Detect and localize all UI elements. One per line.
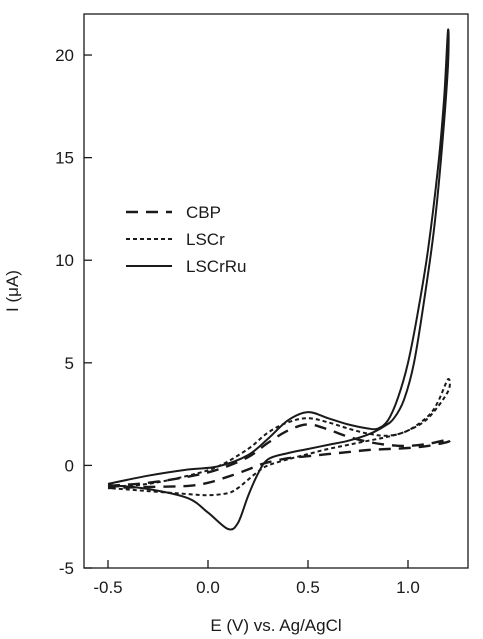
legend-label-lscrru: LSCrRu (186, 257, 246, 276)
series-line-lscr (107, 377, 451, 497)
x-tick-label: 0.5 (296, 578, 320, 597)
series-layer (107, 28, 452, 531)
y-tick-label: 0 (65, 456, 74, 475)
y-tick-label: -5 (59, 559, 74, 578)
y-axis-title: I (μA) (3, 270, 22, 312)
plot-frame (83, 13, 469, 569)
x-tick-label: -0.5 (93, 578, 122, 597)
x-tick-label: 0.0 (196, 578, 220, 597)
legend-label-lscr: LSCr (186, 230, 225, 249)
y-axis: -5 0 5 10 15 20 (55, 46, 92, 578)
series-line-lscrru (107, 28, 450, 531)
x-axis-title: E (V) vs. Ag/AgCl (210, 616, 341, 635)
y-tick-label: 10 (55, 251, 74, 270)
x-axis: -0.5 0.0 0.5 1.0 (93, 560, 420, 597)
x-tick-label: 1.0 (396, 578, 420, 597)
y-tick-label: 15 (55, 149, 74, 168)
series-line-cbp (107, 423, 452, 490)
y-tick-label: 5 (65, 354, 74, 373)
legend-label-cbp: CBP (186, 203, 221, 222)
y-tick-label: 20 (55, 46, 74, 65)
legend: CBP LSCr LSCrRu (126, 203, 246, 276)
